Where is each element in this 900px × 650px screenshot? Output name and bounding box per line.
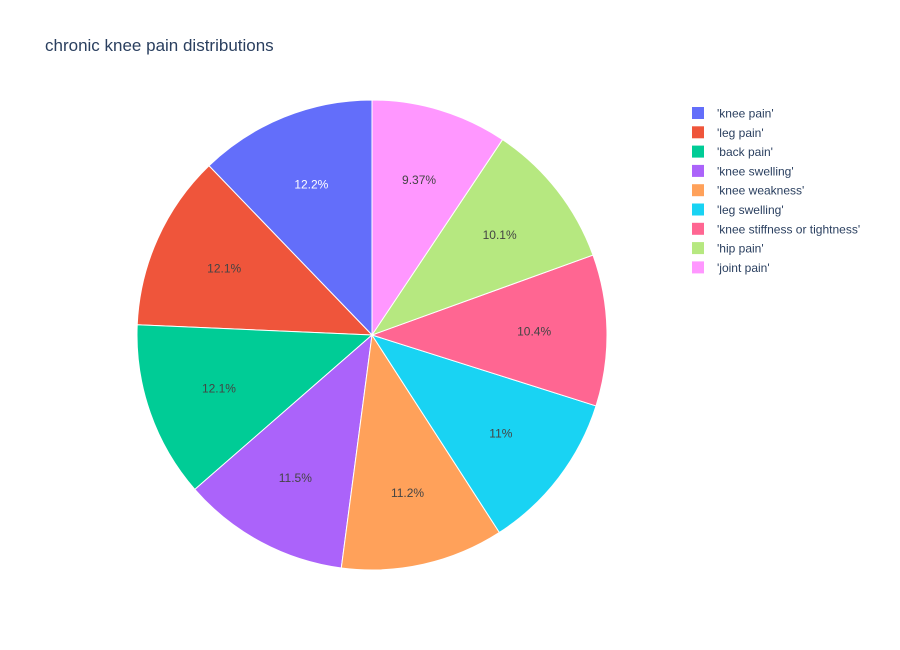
legend-item[interactable]: 'joint pain' [692,261,770,275]
pie-slice [370,254,608,407]
legend-swatch [692,145,704,158]
slice-percent-label: 9.37% [402,173,436,187]
legend-item[interactable]: 'leg swelling' [692,203,784,217]
legend-item[interactable]: 'knee swelling' [692,164,794,178]
legend-swatch [692,222,704,235]
chart-title: chronic knee pain distributions [45,36,274,55]
pie-slice [370,334,597,534]
legend-item[interactable]: 'knee weakness' [692,184,804,198]
slice-percent-label: 12.2% [294,178,328,192]
legend-label: 'knee pain' [717,107,774,121]
legend-label: 'knee weakness' [717,184,804,198]
legend-label: 'joint pain' [717,261,770,275]
pie-slice [340,333,501,571]
slice-percent-label: 11.5% [279,471,312,485]
pie-slices [136,99,608,571]
legend-swatch [692,107,704,119]
legend-swatch [692,184,704,197]
legend-swatch [692,203,704,216]
legend-label: 'back pain' [717,145,773,159]
legend-item[interactable]: 'knee pain' [692,107,774,121]
legend-item[interactable]: 'back pain' [692,145,773,159]
pie-slice [136,165,374,336]
slice-percent-label: 11.2% [391,486,424,500]
legend: 'knee pain' 'leg pain' 'back pain' 'knee sw… [692,107,860,275]
pie-slice [194,333,373,569]
legend-swatch [692,261,704,274]
pie-slice [371,99,504,337]
pie-slice-labels: 12.2% 12.1% 12.1% 11.5% 11.2% 11% 10.4% 10.1% 9.… [202,173,552,500]
legend-label: 'hip pain' [717,242,764,256]
pie-slice [208,99,373,337]
slice-percent-label: 10.1% [483,228,517,242]
legend-item[interactable]: 'knee stiffness or tightness' [692,222,860,236]
pie-slice [370,138,594,336]
pie-slice [136,324,374,491]
legend-item[interactable]: 'leg pain' [692,126,764,140]
legend-swatch [692,164,704,177]
slice-percent-label: 11% [489,426,512,440]
legend-label: 'knee swelling' [717,164,794,178]
legend-swatch [692,242,704,255]
legend-swatch [692,126,704,139]
legend-label: 'leg swelling' [717,203,784,217]
legend-item[interactable]: 'hip pain' [692,242,764,256]
slice-percent-label: 10.4% [517,325,551,339]
slice-percent-label: 12.1% [207,261,241,275]
legend-label: 'leg pain' [717,126,764,140]
slice-percent-label: 12.1% [202,382,236,396]
legend-label: 'knee stiffness or tightness' [717,222,860,236]
